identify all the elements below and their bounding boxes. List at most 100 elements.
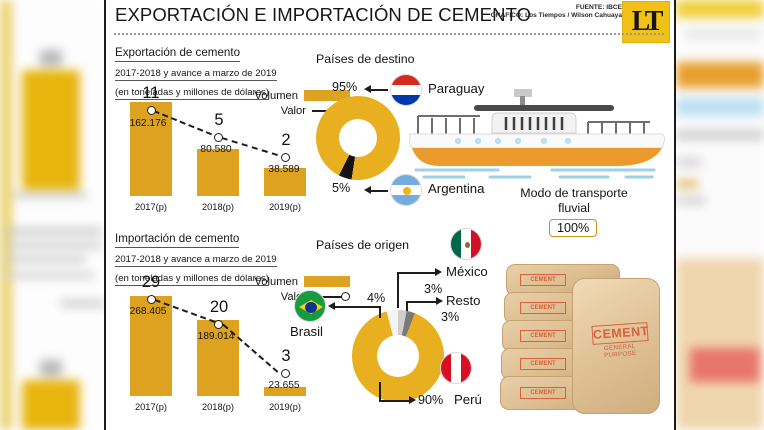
background-blur-right [676,0,764,430]
peru-arrow-line [379,400,409,402]
import-title-line3: (en toneladas y millones de dólares) [115,273,270,287]
brasil-label: Brasil [290,324,323,339]
resto-arrow-line [406,301,436,303]
cement-bags-illustration: CEMENT CEMENT CEMENT CEMENT CEMENT CEMEN… [498,262,678,430]
import-xlabel-2018: 2018(p) [201,402,235,412]
export-value-2018: 5 [214,111,224,129]
export-title-line3: (en toneladas y millones de dólares) [115,87,270,101]
cargo-boat-illustration [402,88,668,180]
import-bar-2019 [264,387,306,396]
peru-label: Perú [454,392,482,407]
boat-svg [409,89,665,179]
paraguay-arrow-line [370,89,388,91]
import-marker-2018 [214,320,223,329]
source-text: FUENTE: IBCE [575,4,622,11]
import-xlabel-2019: 2019(p) [268,402,302,412]
legend-volume-swatch [304,90,350,101]
import-value-2018: 20 [209,298,229,316]
import-title-line1: Importación de cemento [115,232,240,248]
peru-flag [440,352,472,384]
argentina-pct: 5% [332,181,351,195]
brasil-arrow-vert [379,306,381,318]
brasil-flag [294,290,326,322]
background-blur-left [0,0,104,430]
credit-text: GRÁFICO: Los Tiempos / Wilson Cahuaya [490,11,622,19]
export-bar-chart: 11 5 2 162.176 80.580 38.589 2017(p) 201… [112,84,327,212]
import-legend-volume-label: Volumen [254,275,298,288]
export-title-line1: Exportación de cemento [115,46,241,62]
cement-bag-stamp-small: CEMENT [520,330,566,342]
mexico-arrow-head [435,268,442,276]
export-value-2017: 11 [142,84,160,102]
import-value-2019: 3 [281,347,291,365]
export-volume-2018: 80.580 [200,144,232,155]
import-xlabel-2017: 2017(p) [134,402,168,412]
import-bar-chart: 29 20 3 268.405 189.014 23.655 2017(p) 2… [112,273,327,412]
cement-bag-front [572,278,660,414]
export-legend: Volumen Valor [190,88,350,118]
header-divider [114,33,664,35]
import-bar-2018 [197,320,239,396]
export-marker-2017 [147,106,156,115]
export-section-title: Exportación de cemento 2017-2018 y avanc… [115,42,277,101]
transport-pct-badge: 100% [549,219,598,237]
export-volume-2017: 162.176 [129,118,167,129]
paraguay-label: Paraguay [428,81,485,96]
import-volume-2018: 189.014 [197,331,235,342]
export-xlabel-2018: 2018(p) [201,202,235,212]
los-tiempos-logo: LT [622,1,670,43]
export-xlabel-2019: 2019(p) [268,202,302,212]
export-marker-2019 [281,153,290,162]
origins-title: Países de origen [316,238,409,252]
mexico-pct: 3% [424,282,443,296]
import-volume-2019: 23.655 [268,380,300,391]
transport-line1: Modo de transporte [520,186,628,200]
import-volume-2017: 268.405 [129,306,167,317]
import-legend-value-line [312,295,344,298]
peru-pct: 90% [418,393,444,407]
import-value-2017: 29 [141,273,161,291]
mexico-label: México [446,264,488,279]
export-volume-2019: 38.589 [268,164,300,175]
mexico-flag [450,228,482,260]
page-title: EXPORTACIÓN E IMPORTACIÓN DE CEMENTO [115,4,532,25]
paraguay-pct: 95% [332,80,358,94]
brasil-pct: 4% [367,291,386,305]
infographic-card: EXPORTACIÓN E IMPORTACIÓN DE CEMENTO FUE… [104,0,676,430]
import-legend-value-marker [341,292,350,301]
resto-arrow-head [436,297,443,305]
export-bar-2017 [130,102,172,196]
cement-bag-stamp-main: CEMENT [591,322,649,345]
export-value-2019: 2 [281,131,291,149]
resto-arrow-vert [406,301,408,311]
export-bar-2019 [264,168,306,196]
export-bar-2018 [197,149,239,196]
import-title-line2: 2017-2018 y avance a marzo de 2019 [115,254,277,267]
peru-arrow-vert [379,382,381,400]
argentina-flag [390,174,422,206]
import-legend-row-volume: Volumen [190,274,350,289]
export-title-line2: 2017-2018 y avance a marzo de 2019 [115,68,277,81]
destinations-title: Países de destino [316,52,415,66]
brasil-arrow-line [334,306,380,308]
source-credit: FUENTE: IBCE GRÁFICO: Los Tiempos / Wils… [491,4,622,19]
import-section-title: Importación de cemento 2017-2018 y avanc… [115,228,277,287]
import-marker-2017 [147,295,156,304]
logo-text: LT [631,6,664,37]
destinations-donut-chart [316,96,400,180]
resto-label: Resto [446,293,481,308]
cement-bag-stamp-small: CEMENT [520,302,566,314]
export-marker-2018 [214,133,223,142]
resto-pct: 3% [441,310,460,324]
transport-line2: fluvial [558,200,590,215]
legend-value-label: Valor [280,104,306,117]
mexico-arrow-vert [397,272,399,308]
mexico-arrow-line [397,272,435,274]
cement-bag-stamp-small: CEMENT [520,274,566,286]
import-bar-2017 [130,296,172,396]
brasil-arrow-head [328,302,335,310]
peru-arrow-head [409,396,416,404]
argentina-arrow-line [370,190,388,192]
paraguay-arrow-head [364,85,371,93]
